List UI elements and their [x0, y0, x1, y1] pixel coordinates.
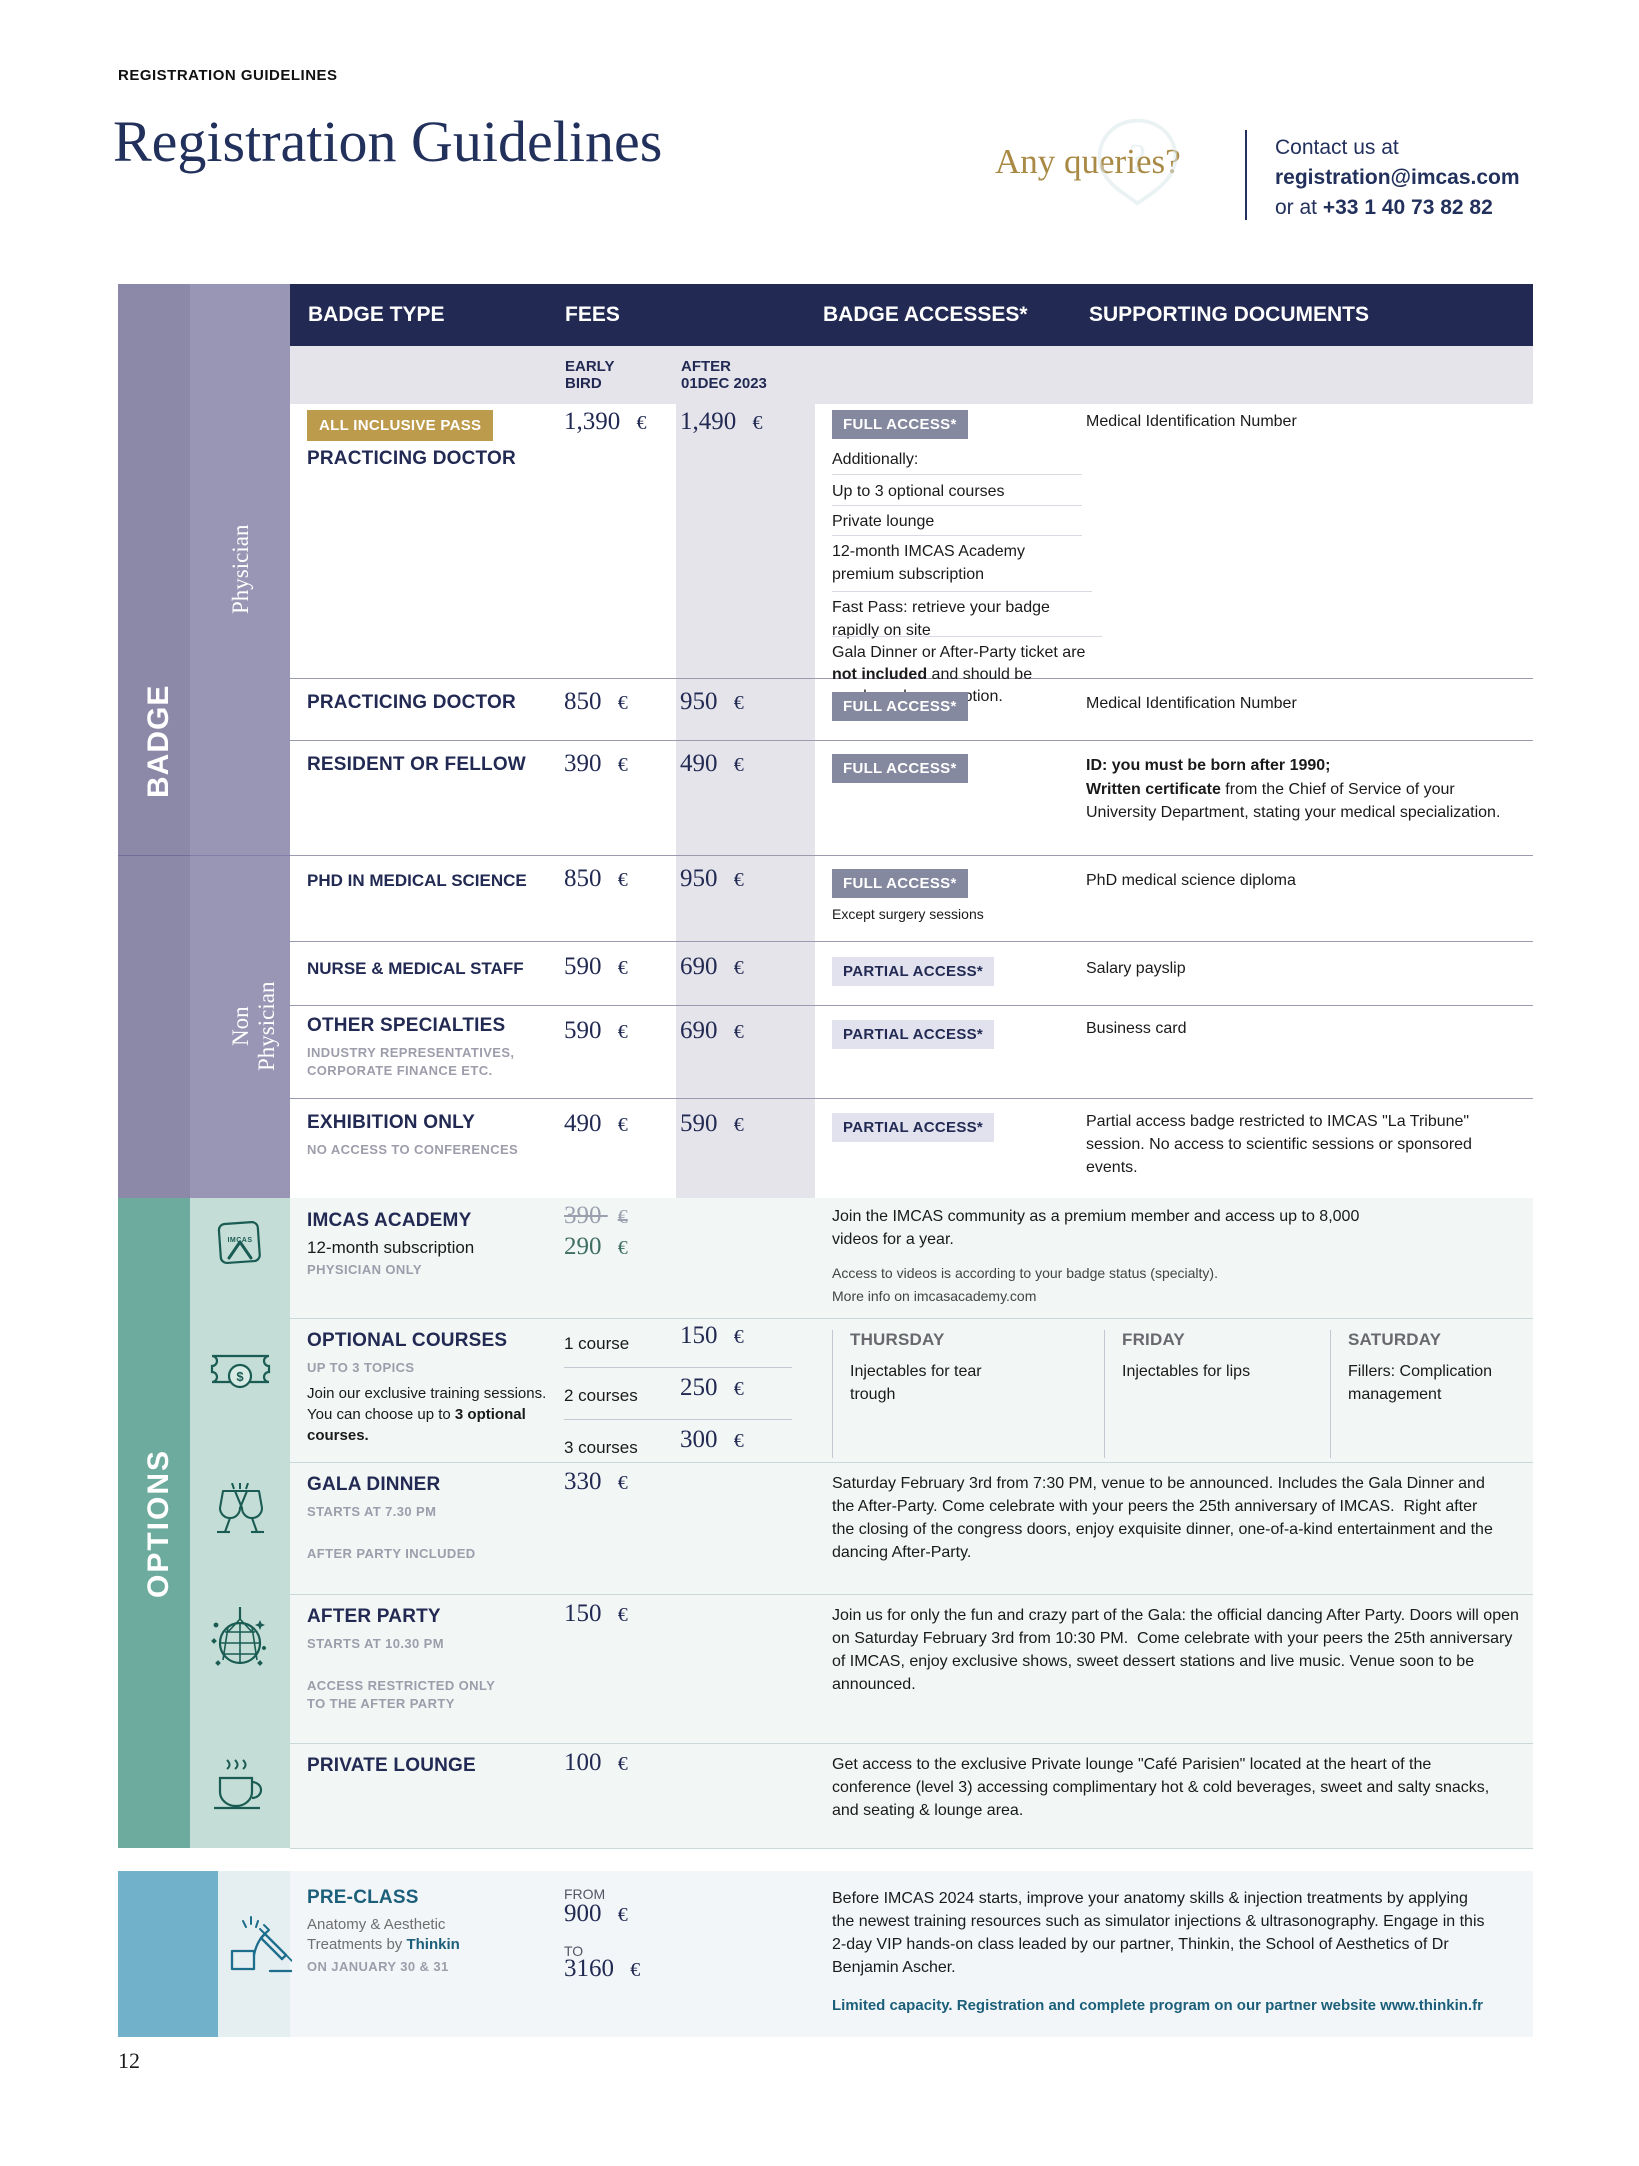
svg-text:$: $ — [236, 1369, 244, 1384]
svg-text:?: ? — [1129, 137, 1146, 179]
